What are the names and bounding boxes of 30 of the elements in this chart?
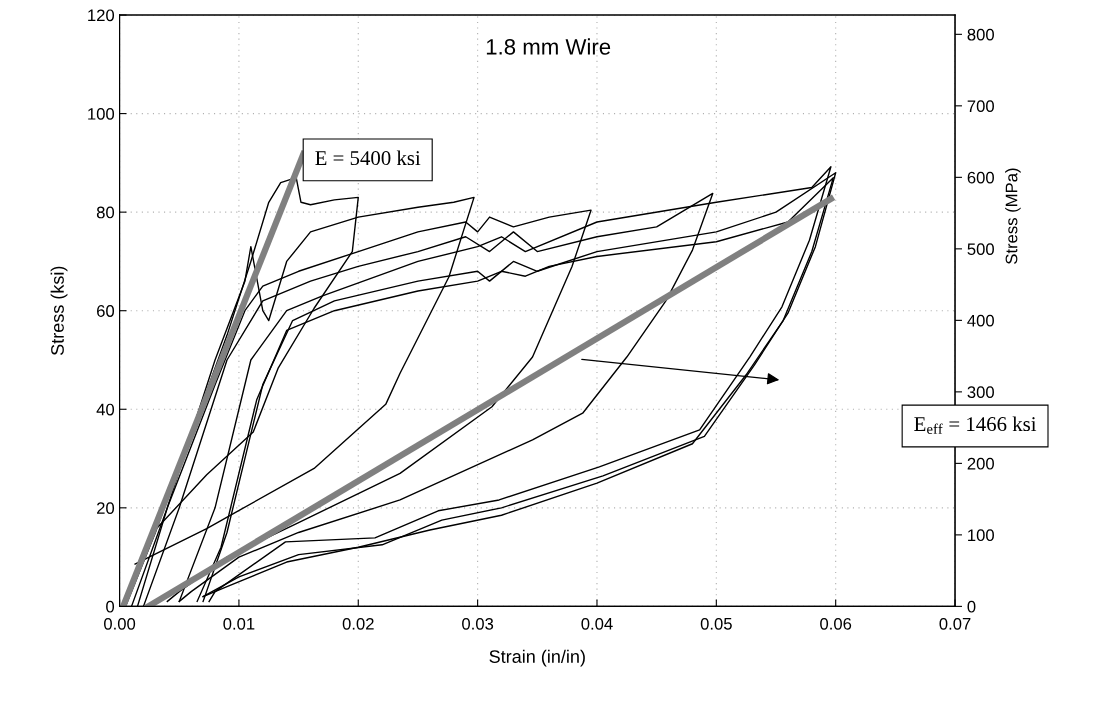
y2-axis-title: Stress (MPa) — [1005, 168, 1021, 264]
y2-tick-label: 0 — [967, 600, 976, 613]
y-tick-label: 40 — [96, 403, 115, 416]
x-tick-label: 0.04 — [581, 617, 613, 630]
y-tick-label: 60 — [97, 305, 115, 317]
y-tick-label: 80 — [96, 206, 115, 219]
y2-tick-label: 500 — [967, 243, 994, 256]
y-tick-label: 20 — [97, 502, 115, 515]
y2-tick-label: 800 — [967, 28, 994, 41]
y2-tick-label: 400 — [967, 314, 994, 327]
y-tick-label: 120 — [88, 9, 115, 22]
x-tick-label: 0.01 — [223, 617, 255, 630]
y2-tick-label: 200 — [967, 457, 994, 470]
x-tick-label: 0.03 — [462, 617, 494, 630]
x-tick-label: 0.00 — [104, 617, 136, 630]
x-tick-label: 0.05 — [700, 617, 732, 630]
y-tick-label: 0 — [106, 600, 115, 613]
x-tick-label: 0.06 — [820, 617, 852, 630]
y2-tick-label: 700 — [967, 100, 994, 113]
y-axis-title: Stress (ksi) — [50, 266, 68, 356]
text: 1.8 mm Wire — [486, 38, 611, 55]
x-tick-label: 0.07 — [939, 617, 971, 630]
x-axis-title: Strain (in/in) — [489, 649, 585, 667]
annotation: E = 5400 ksi — [315, 150, 421, 166]
y2-tick-label: 300 — [967, 386, 994, 399]
y2-tick-label: 100 — [968, 529, 994, 542]
y2-tick-label: 600 — [967, 171, 994, 184]
y-tick-label: 100 — [88, 107, 115, 120]
x-tick-label: 0.02 — [342, 617, 374, 630]
annotation: E$_{eff}$ = 1466 ksi — [914, 416, 1037, 434]
